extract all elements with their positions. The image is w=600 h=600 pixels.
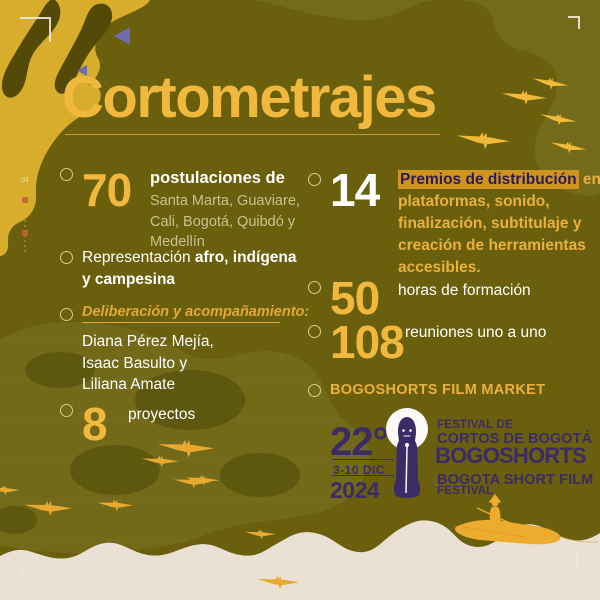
svg-text:04: 04: [21, 177, 29, 184]
